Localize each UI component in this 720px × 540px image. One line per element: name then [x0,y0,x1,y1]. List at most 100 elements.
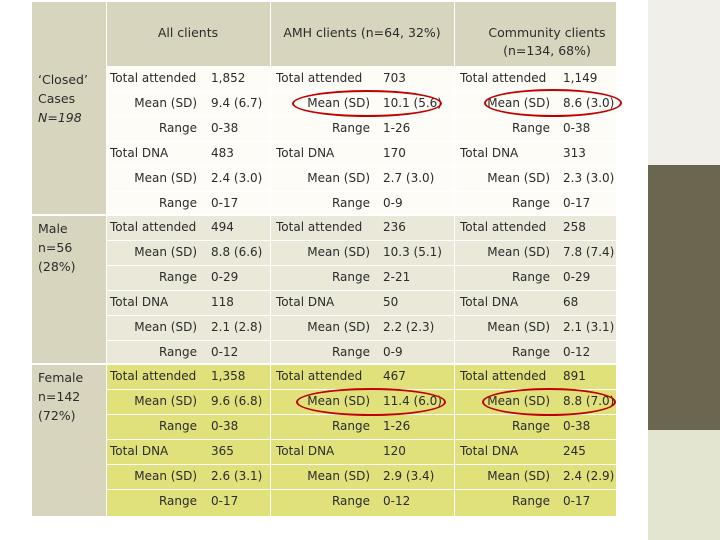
row-divider [106,463,616,465]
value-closed-all-range: 0-38 [211,120,239,135]
side-label-male-line3: (28%) [38,259,76,274]
value-male-community-range: 0-12 [563,344,591,359]
side-label-female-cell [32,364,106,516]
value-closed-community-total-dna: 313 [563,145,586,160]
row-label-range: Range [158,493,197,508]
side-label-closed-line1: ‘Closed’ [38,72,88,87]
row-label-range: Range [511,418,550,433]
value-male-all-range: 0-29 [211,269,239,284]
side-label-male-line1: Male [38,221,68,236]
value-female-all-mean-sd: 9.6 (6.8) [211,393,263,408]
row-label-total-attended: Total attended [460,71,547,85]
value-male-amh-total-dna: 50 [383,294,399,309]
group-divider [32,214,616,216]
value-closed-community-range: 0-38 [563,120,591,135]
value-female-community-range: 0-17 [563,493,591,508]
row-label-range: Range [511,493,550,508]
row-divider [106,239,616,241]
row-label-range: Range [158,195,197,210]
header-community-line2: (n=134, 68%) [503,43,591,58]
value-closed-all-mean-sd: 9.4 (6.7) [211,95,263,110]
row-label-range: Range [331,418,370,433]
row-divider [106,140,616,142]
value-closed-community-mean-sd: 2.3 (3.0) [563,170,615,185]
row-label-mean-sd: Mean (SD) [487,319,550,334]
row-label-range: Range [331,344,370,359]
value-male-all-total-attended: 494 [211,220,234,234]
value-male-all-mean-sd: 2.1 (2.8) [211,319,263,334]
row-label-total-attended: Total attended [110,71,197,85]
row-label-range: Range [511,195,550,210]
row-label-range: Range [511,120,550,135]
decor-block-top [648,0,720,165]
row-label-total-dna: Total DNA [460,294,519,309]
row-label-total-dna: Total DNA [110,294,169,309]
row-label-total-attended: Total attended [460,369,547,383]
row-label-mean-sd: Mean (SD) [134,319,197,334]
row-label-mean-sd: Mean (SD) [487,244,550,259]
row-label-total-attended: Total attended [460,220,547,234]
row-label-total-dna: Total DNA [276,145,335,160]
value-closed-amh-range: 1-26 [383,120,411,135]
side-label-male-cell [32,215,106,364]
highlight-circle-amh-closed-mean [292,90,442,117]
value-closed-amh-total-dna: 170 [383,145,406,160]
row-label-mean-sd: Mean (SD) [487,468,550,483]
value-female-community-total-dna: 245 [563,443,586,458]
value-female-community-total-attended: 891 [563,369,586,383]
row-label-total-attended: Total attended [110,369,197,383]
row-label-range: Range [158,344,197,359]
row-label-mean-sd: Mean (SD) [134,393,197,408]
row-label-range: Range [158,418,197,433]
row-label-mean-sd: Mean (SD) [134,468,197,483]
value-closed-all-mean-sd: 2.4 (3.0) [211,170,263,185]
group-divider [32,363,616,365]
value-male-amh-mean-sd: 10.3 (5.1) [383,244,442,259]
row-label-range: Range [331,120,370,135]
value-male-community-total-dna: 68 [563,294,579,309]
value-female-community-range: 0-38 [563,418,591,433]
highlight-circle-community-female-mean [482,388,616,416]
side-label-male-line2: n=56 [38,240,73,255]
side-label-female-line2: n=142 [38,389,81,404]
header-all-cell [106,2,270,66]
row-label-total-attended: Total attended [110,220,197,234]
row-label-range: Range [331,195,370,210]
value-closed-all-range: 0-17 [211,195,239,210]
value-female-amh-range: 0-12 [383,493,411,508]
value-female-all-total-attended: 1,358 [211,369,246,383]
value-closed-amh-range: 0-9 [383,195,403,210]
value-male-amh-range: 0-9 [383,344,403,359]
header-amh-cell [270,2,454,66]
row-label-mean-sd: Mean (SD) [307,468,370,483]
side-label-closed-cell [32,66,106,215]
value-male-all-total-dna: 118 [211,294,234,309]
side-label-female-line3: (72%) [38,408,76,423]
value-female-all-range: 0-38 [211,418,239,433]
row-label-mean-sd: Mean (SD) [487,170,550,185]
value-female-amh-mean-sd: 2.9 (3.4) [383,468,435,483]
decor-block-middle [648,165,720,430]
column-divider [106,0,107,516]
row-label-total-dna: Total DNA [276,443,335,458]
row-label-mean-sd: Mean (SD) [307,170,370,185]
group-body-male [106,215,616,364]
header-corner-cell [32,2,106,66]
highlight-circle-community-closed-mean [484,89,622,117]
row-label-total-dna: Total DNA [460,443,519,458]
value-male-amh-total-attended: 236 [383,220,406,234]
value-male-community-mean-sd: 7.8 (7.4) [563,244,615,259]
row-label-mean-sd: Mean (SD) [307,319,370,334]
value-male-community-mean-sd: 2.1 (3.1) [563,319,615,334]
row-label-range: Range [331,493,370,508]
row-label-total-attended: Total attended [276,369,363,383]
row-label-range: Range [158,269,197,284]
value-female-all-total-dna: 365 [211,443,234,458]
row-divider [106,264,616,266]
value-male-amh-range: 2-21 [383,269,411,284]
value-male-amh-mean-sd: 2.2 (2.3) [383,319,435,334]
side-label-female-line1: Female [38,370,84,385]
side-label-closed-line2: Cases [38,91,76,106]
value-male-community-range: 0-29 [563,269,591,284]
value-female-community-mean-sd: 2.4 (2.9) [563,468,615,483]
